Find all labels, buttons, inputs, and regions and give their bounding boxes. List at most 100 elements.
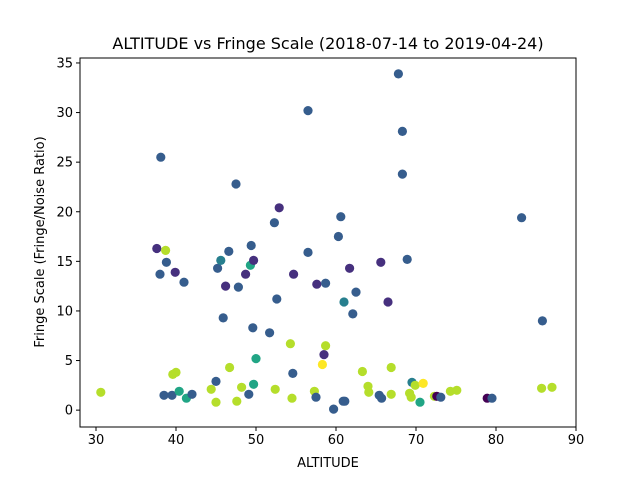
- data-point-23: [225, 362, 235, 373]
- data-point-56: [336, 212, 346, 222]
- y-tick-label: 35: [56, 56, 73, 71]
- data-point-75: [402, 254, 412, 264]
- data-point-45: [303, 106, 313, 116]
- data-point-25: [232, 396, 242, 406]
- data-point-15: [206, 384, 216, 394]
- data-point-79: [410, 380, 420, 390]
- data-point-10: [171, 367, 181, 377]
- data-point-24: [231, 179, 241, 189]
- data-point-67: [376, 257, 386, 267]
- data-point-59: [340, 396, 350, 406]
- data-point-37: [269, 218, 279, 228]
- x-tick-label: 90: [568, 433, 585, 448]
- x-axis-label: ALTITUDE: [297, 456, 359, 471]
- data-point-92: [547, 382, 557, 392]
- data-point-20: [218, 313, 228, 323]
- data-point-53: [321, 278, 331, 288]
- data-point-54: [329, 404, 339, 414]
- data-point-73: [397, 126, 407, 136]
- data-point-63: [357, 366, 367, 377]
- data-point-12: [179, 277, 189, 287]
- data-point-35: [251, 354, 261, 364]
- y-tick-label: 15: [56, 255, 73, 270]
- data-point-26: [233, 282, 243, 292]
- data-point-38: [270, 384, 280, 394]
- data-point-27: [237, 382, 247, 392]
- data-point-42: [287, 393, 297, 403]
- data-point-88: [487, 393, 497, 403]
- y-tick-label: 30: [56, 106, 73, 121]
- data-point-39: [272, 294, 282, 304]
- data-point-18: [213, 263, 223, 273]
- data-point-0: [96, 387, 106, 397]
- data-point-40: [274, 203, 284, 213]
- data-point-68: [377, 393, 387, 403]
- data-point-1: [152, 243, 162, 254]
- data-point-51: [319, 350, 329, 360]
- y-tick-label: 25: [56, 156, 73, 171]
- x-tick-label: 40: [168, 433, 185, 448]
- data-point-14: [187, 389, 197, 399]
- data-point-43: [288, 368, 298, 378]
- axes-layer: 30 40 50 60 70 80 90 0 5 10 15 20 25 30 35: [56, 56, 584, 448]
- y-tick-label: 20: [56, 205, 73, 220]
- data-point-29: [244, 389, 254, 399]
- data-point-4: [159, 390, 169, 400]
- x-tick-label: 80: [488, 433, 505, 448]
- data-point-84: [436, 392, 446, 402]
- data-point-28: [241, 269, 251, 279]
- x-tick-label: 60: [328, 433, 345, 448]
- data-point-48: [311, 392, 321, 402]
- data-point-50: [317, 359, 327, 370]
- plot-frame: [79, 57, 577, 428]
- data-point-6: [161, 257, 171, 267]
- data-point-70: [386, 389, 396, 399]
- data-point-36: [265, 328, 275, 338]
- data-point-33: [249, 379, 259, 389]
- data-point-16: [211, 397, 221, 407]
- data-point-46: [303, 247, 313, 257]
- data-point-65: [364, 387, 374, 397]
- data-point-55: [333, 231, 343, 242]
- data-point-22: [224, 246, 234, 256]
- data-point-11: [174, 386, 184, 396]
- data-point-7: [167, 390, 177, 400]
- data-point-31: [246, 240, 256, 251]
- y-tick-label: 5: [65, 354, 73, 369]
- data-point-21: [221, 281, 231, 291]
- data-point-2: [155, 269, 165, 279]
- x-tick-label: 70: [408, 433, 425, 448]
- data-point-91: [537, 316, 548, 326]
- x-tick-label: 50: [248, 433, 265, 448]
- data-point-80: [415, 397, 425, 407]
- y-tick-label: 0: [65, 404, 73, 419]
- chart-title: ALTITUDE vs Fringe Scale (2018-07-14 to …: [112, 34, 543, 53]
- y-axis-label: Fringe Scale (Fringe/Noise Ratio): [33, 136, 48, 347]
- data-point-74: [397, 169, 407, 179]
- data-point-34: [249, 255, 259, 265]
- data-point-58: [339, 297, 349, 307]
- data-point-5: [161, 245, 171, 255]
- x-tick-label: 30: [88, 433, 105, 448]
- data-point-60: [345, 263, 355, 273]
- y-tick-label: 10: [56, 304, 73, 319]
- data-point-71: [386, 362, 396, 373]
- data-point-3: [156, 152, 166, 162]
- data-point-19: [216, 255, 226, 265]
- data-point-61: [348, 309, 358, 319]
- data-point-77: [406, 392, 416, 402]
- data-point-32: [248, 323, 258, 333]
- data-point-89: [517, 213, 527, 223]
- points-layer: [96, 69, 557, 414]
- data-point-62: [351, 287, 361, 297]
- data-point-49: [312, 279, 322, 289]
- data-point-90: [537, 383, 547, 393]
- data-point-9: [170, 267, 180, 277]
- data-point-52: [321, 341, 331, 351]
- data-point-44: [289, 269, 299, 279]
- data-point-17: [211, 376, 221, 386]
- data-point-81: [418, 378, 428, 388]
- data-point-69: [383, 297, 393, 307]
